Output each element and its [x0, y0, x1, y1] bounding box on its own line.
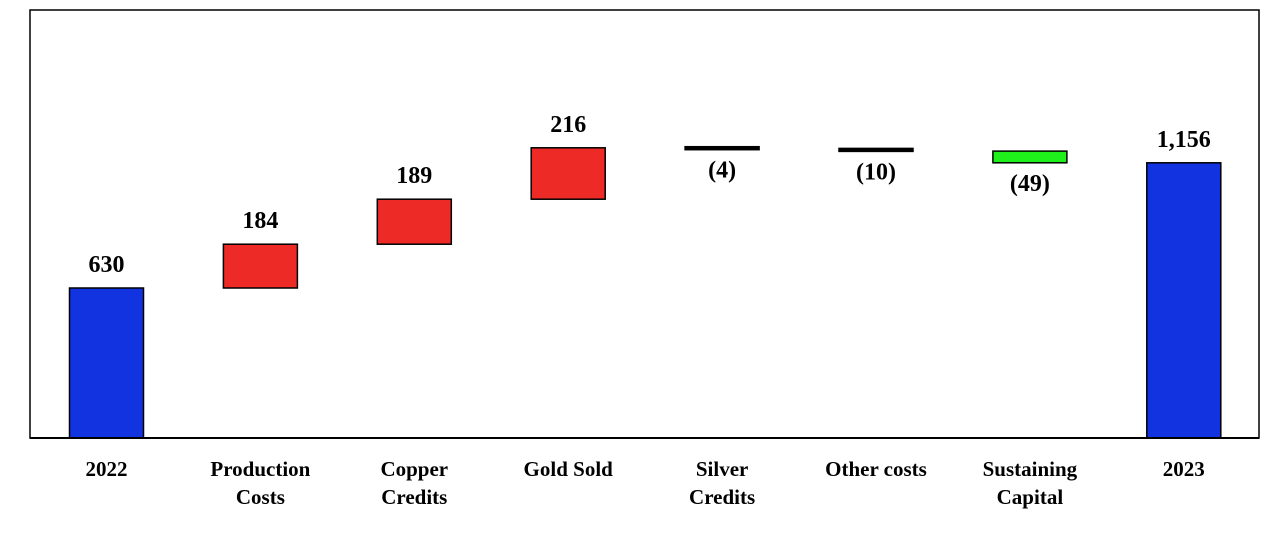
value-label-6: (49)	[1010, 171, 1050, 197]
category-label-3: Gold Sold	[524, 457, 614, 481]
bar-2	[376, 198, 453, 245]
category-label-4-line-1: Credits	[689, 485, 755, 509]
category-label-7-line-0: 2023	[1163, 457, 1205, 481]
category-label-5: Other costs	[825, 457, 927, 481]
category-label-2: Copper Credits	[380, 457, 448, 509]
value-label-3: 216	[550, 112, 586, 138]
bars-group	[68, 145, 1222, 439]
category-label-7: 2023	[1163, 457, 1205, 481]
bar-7	[1146, 162, 1222, 439]
plot-frame	[29, 9, 1260, 439]
value-label-7: 1,156	[1157, 127, 1211, 153]
bar-0	[68, 287, 145, 439]
category-label-4: Silver Credits	[689, 457, 755, 509]
category-label-2-line-1: Credits	[381, 485, 447, 509]
category-label-4-line-0: Silver	[696, 457, 749, 481]
category-labels-group: 2022 Production Costs Copper Credits Gold Sol…	[86, 457, 1205, 509]
category-label-5-line-0: Other costs	[825, 457, 927, 481]
category-label-3-line-0: Gold Sold	[524, 457, 614, 481]
category-label-0-line-0: 2022	[86, 457, 128, 481]
category-label-1-line-0: Production	[210, 457, 310, 481]
value-label-0: 630	[89, 252, 125, 278]
value-label-2: 189	[396, 163, 432, 189]
category-label-1: Production Costs	[210, 457, 310, 509]
value-label-4: (4)	[708, 158, 736, 184]
value-label-5: (10)	[856, 159, 896, 185]
bar-6	[992, 150, 1068, 164]
category-label-6-line-1: Capital	[997, 485, 1064, 509]
value-labels-group: 630 184 189 216 (4) (10) (49) 1,156	[89, 112, 1211, 278]
bar-3	[530, 147, 606, 200]
category-label-1-line-1: Costs	[236, 485, 285, 509]
bar-4	[684, 145, 760, 151]
category-label-6-line-0: Sustaining	[983, 457, 1078, 481]
value-label-1: 184	[242, 208, 278, 234]
category-label-2-line-0: Copper	[380, 457, 448, 481]
bar-5	[838, 147, 914, 153]
category-label-0: 2022	[86, 457, 128, 481]
bar-1	[222, 243, 299, 289]
category-label-6: Sustaining Capital	[983, 457, 1078, 509]
